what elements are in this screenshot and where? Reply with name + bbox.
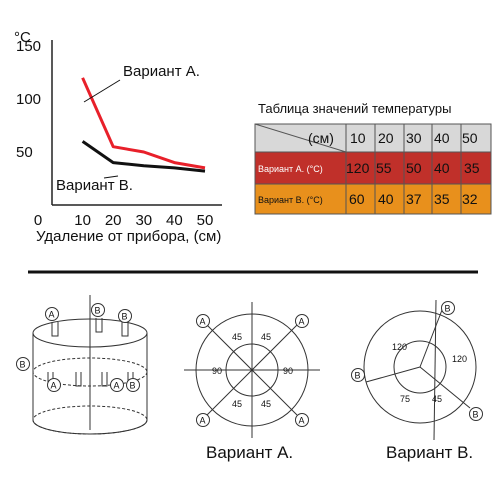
svg-text:A: A: [200, 317, 206, 327]
svg-text:45: 45: [261, 399, 271, 409]
y-tick-50: 50: [16, 144, 33, 161]
svg-text:B: B: [95, 306, 101, 316]
svg-text:A: A: [299, 416, 305, 426]
temperature-chart: °C 50 100 150 0 10 20 30 40 50 Вариант А. Вариа…: [14, 29, 222, 245]
svg-text:45: 45: [261, 332, 271, 342]
table-header-row: [254, 123, 492, 153]
row-b-val-20: 40: [378, 191, 394, 207]
y-tick-labels: 50 100 150: [16, 38, 41, 161]
svg-text:B: B: [473, 410, 479, 420]
header-unit: (см): [308, 130, 334, 146]
table-row-b: [254, 183, 492, 215]
row-b-val-30: 37: [406, 191, 422, 207]
y-unit-label: °C: [14, 29, 31, 46]
variant-a-diagram: 45 45 90 90 45 45 A A A A Вариант А.: [184, 302, 320, 462]
svg-text:B: B: [355, 371, 361, 381]
svg-text:45: 45: [232, 399, 242, 409]
table-column-lines: [345, 124, 462, 214]
svg-text:A: A: [114, 381, 120, 391]
x-tick-50: 50: [197, 212, 214, 229]
svg-text:120: 120: [452, 354, 467, 364]
table-title: Таблица значений температуры: [258, 101, 451, 116]
series-b-pointer: [103, 175, 119, 179]
series-line-b: [81, 140, 206, 173]
temperature-table: Таблица значений температуры (см) 10 20 …: [254, 101, 492, 215]
header-col-20: 20: [378, 130, 394, 146]
variant-a-caption: Вариант А.: [206, 443, 293, 462]
svg-text:B: B: [445, 304, 451, 314]
svg-text:B: B: [130, 381, 136, 391]
svg-text:75: 75: [400, 394, 410, 404]
row-a-val-50: 35: [464, 160, 480, 176]
x-tick-20: 20: [105, 212, 122, 229]
variant-a-markers: A A A A: [196, 314, 309, 427]
row-a-val-10: 120: [346, 160, 370, 176]
svg-text:A: A: [51, 381, 57, 391]
series-a-label: Вариант А.: [123, 63, 200, 80]
series-lines: [81, 77, 206, 173]
x-tick-40: 40: [166, 212, 183, 229]
cylinder-diagram: [32, 295, 148, 435]
header-col-10: 10: [350, 130, 366, 146]
row-a-val-30: 50: [406, 160, 422, 176]
x-tick-0: 0: [34, 212, 42, 229]
svg-text:90: 90: [283, 366, 293, 376]
svg-text:A: A: [299, 317, 305, 327]
row-b-label: Вариант В. (°C): [258, 195, 323, 205]
header-col-40: 40: [434, 130, 450, 146]
svg-text:90: 90: [212, 366, 222, 376]
svg-text:A: A: [49, 310, 55, 320]
y-tick-100: 100: [16, 91, 41, 108]
x-tick-30: 30: [135, 212, 152, 229]
variant-b-caption: Вариант В.: [386, 443, 473, 462]
x-tick-labels: 0 10 20 30 40 50: [34, 212, 214, 229]
x-axis-title: Удаление от прибора, (см): [36, 228, 221, 245]
row-a-val-20: 55: [376, 160, 392, 176]
cylinder-markers: A B B B A A B: [16, 303, 140, 392]
row-b-val-40: 35: [434, 191, 450, 207]
series-b-label: Вариант В.: [56, 177, 133, 194]
x-tick-10: 10: [74, 212, 91, 229]
row-b-val-10: 60: [349, 191, 365, 207]
variant-b-diagram: 120 120 75 45 B B B Вариант В.: [351, 299, 483, 462]
svg-text:45: 45: [232, 332, 242, 342]
svg-text:B: B: [20, 360, 26, 370]
table-row-a: [254, 151, 492, 185]
row-a-val-40: 40: [434, 160, 450, 176]
svg-text:45: 45: [432, 394, 442, 404]
row-b-val-50: 32: [462, 191, 478, 207]
svg-text:A: A: [200, 416, 206, 426]
variant-b-markers: B B B: [351, 301, 483, 421]
svg-text:B: B: [122, 312, 128, 322]
header-col-50: 50: [462, 130, 478, 146]
header-col-30: 30: [406, 130, 422, 146]
svg-text:120: 120: [392, 342, 407, 352]
series-a-pointer: [83, 79, 121, 103]
y-tick-150: 150: [16, 38, 41, 55]
row-a-label: Вариант А. (°C): [258, 164, 323, 174]
series-line-a: [81, 77, 206, 170]
header-diagonal: [254, 123, 347, 153]
